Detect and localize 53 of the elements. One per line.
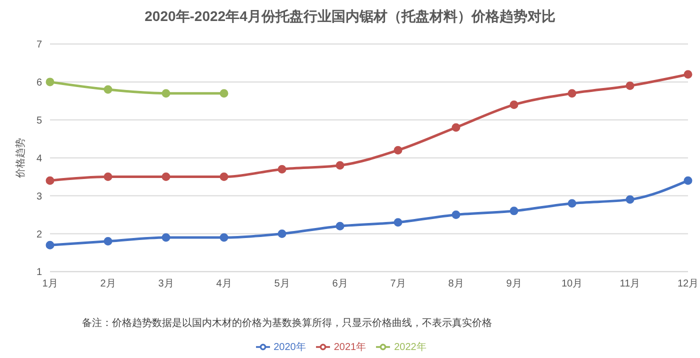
point bbox=[162, 89, 170, 98]
point bbox=[104, 85, 112, 94]
point bbox=[568, 89, 576, 98]
point bbox=[46, 78, 54, 86]
point bbox=[220, 233, 228, 242]
point bbox=[46, 176, 54, 185]
y-tick-label: 1 bbox=[36, 267, 42, 278]
x-tick-label: 6月 bbox=[332, 278, 348, 290]
x-tick-label: 7月 bbox=[390, 278, 406, 290]
y-tick-label: 7 bbox=[36, 40, 42, 51]
point bbox=[220, 172, 228, 182]
x-tick-label: 4月 bbox=[216, 278, 232, 290]
point bbox=[394, 218, 402, 227]
x-tick-label: 8月 bbox=[448, 278, 464, 290]
point bbox=[452, 210, 460, 219]
legend-label: 2022年 bbox=[394, 342, 426, 353]
y-tick-label: 2 bbox=[36, 229, 42, 240]
x-tick-label: 5月 bbox=[274, 278, 290, 290]
point bbox=[684, 70, 692, 79]
y-axis-title: 价格趋势 bbox=[14, 138, 27, 179]
point bbox=[336, 222, 344, 230]
chart-title: 2020年-2022年4月份托盘行业国内锯材（托盘材料）价格趋势对比 bbox=[144, 8, 556, 26]
legend-label: 2020年 bbox=[274, 342, 306, 353]
point bbox=[278, 164, 286, 174]
point bbox=[626, 81, 634, 90]
y-tick-label: 3 bbox=[36, 191, 42, 202]
x-tick-label: 3月 bbox=[158, 278, 174, 290]
point bbox=[510, 100, 518, 109]
point bbox=[452, 123, 460, 132]
legend-label: 2021年 bbox=[334, 342, 366, 353]
x-tick-label: 9月 bbox=[506, 278, 522, 290]
point bbox=[336, 161, 344, 170]
point bbox=[394, 146, 402, 154]
text: 备注：价格趋势数据是以国内木材的价格为基数换算所得，只显示价格曲线，不表示真实价格 bbox=[82, 316, 492, 330]
point bbox=[46, 240, 54, 250]
point bbox=[162, 233, 170, 242]
x-tick-label: 2月 bbox=[100, 278, 116, 290]
point bbox=[510, 206, 518, 216]
x-tick-label: 11月 bbox=[620, 278, 640, 290]
point bbox=[626, 195, 634, 204]
y-tick-label: 4 bbox=[36, 153, 42, 164]
y-tick-label: 5 bbox=[36, 115, 42, 126]
point bbox=[162, 172, 170, 182]
point bbox=[568, 199, 576, 208]
point bbox=[278, 229, 286, 238]
point bbox=[220, 89, 228, 98]
x-tick-label: 12月 bbox=[677, 278, 699, 290]
point bbox=[104, 172, 112, 182]
x-tick-label: 10月 bbox=[561, 278, 583, 290]
x-tick-label: 1月 bbox=[42, 278, 58, 290]
point bbox=[104, 237, 112, 246]
point bbox=[684, 176, 692, 185]
y-tick-label: 6 bbox=[36, 77, 42, 88]
